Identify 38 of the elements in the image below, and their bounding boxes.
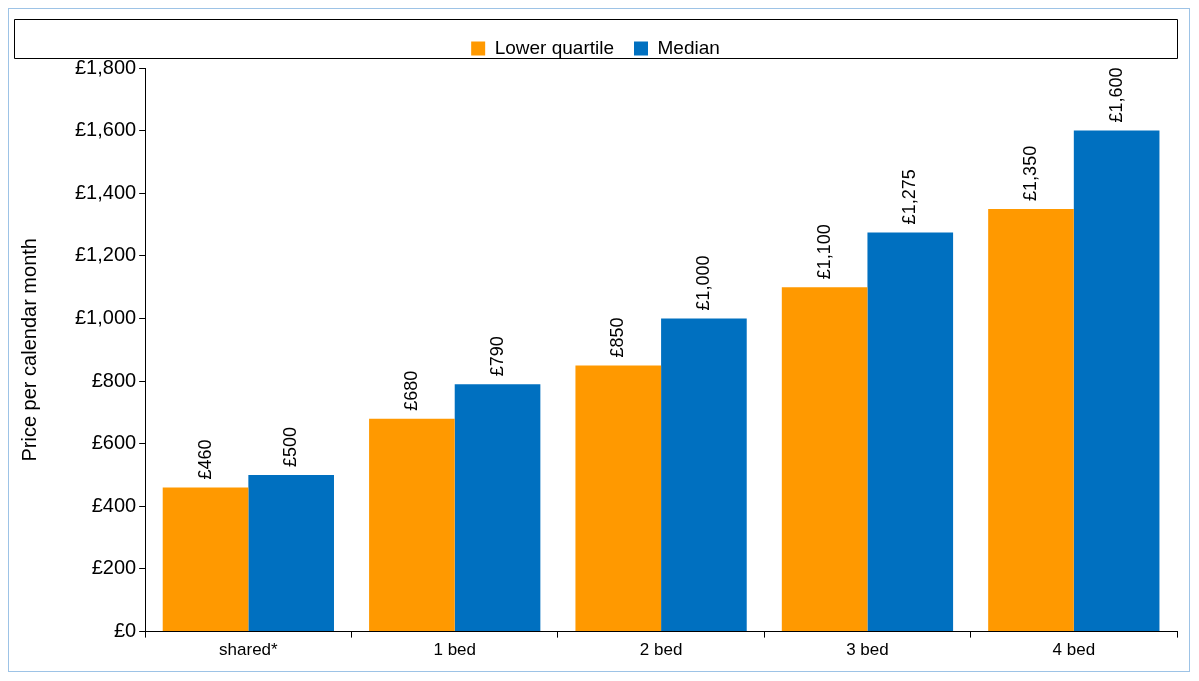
bar <box>454 384 541 632</box>
bar <box>162 487 249 632</box>
y-tick-label: £1,200 <box>75 243 137 266</box>
legend-label: Median <box>657 36 720 58</box>
data-label: £1,350 <box>1019 145 1040 201</box>
bar <box>988 208 1074 632</box>
y-tick-label: £1,800 <box>75 55 137 78</box>
legend-label: Lower quartile <box>494 36 615 58</box>
x-tick-label: 2 bed <box>639 640 683 660</box>
data-label: £500 <box>280 427 301 468</box>
data-label: £850 <box>607 317 628 358</box>
bar <box>248 475 334 632</box>
x-tick-label: 1 bed <box>433 640 476 660</box>
y-tick-label: £800 <box>91 368 137 391</box>
x-tick-label: 4 bed <box>1052 640 1096 660</box>
data-label: £680 <box>400 370 421 411</box>
y-tick-label: £200 <box>91 556 137 579</box>
data-label: £1,600 <box>1105 67 1126 123</box>
bar <box>867 232 954 632</box>
bar <box>575 365 662 632</box>
bar <box>369 418 455 632</box>
y-tick-label: £1,600 <box>75 118 137 141</box>
x-tick-label: 3 bed <box>846 640 889 660</box>
y-axis-title: Price per calendar month <box>17 238 40 462</box>
data-label: £1,100 <box>813 224 834 280</box>
y-tick-label: £400 <box>91 493 137 516</box>
data-label: £1,275 <box>899 169 920 225</box>
data-label: £1,000 <box>692 255 713 311</box>
y-tick-label: £1,400 <box>75 180 137 203</box>
x-tick-label: shared* <box>219 640 279 660</box>
bar <box>661 318 747 632</box>
bar <box>781 287 868 632</box>
data-label: £790 <box>486 336 507 377</box>
data-label: £460 <box>194 439 215 480</box>
y-tick-label: £1,000 <box>75 306 137 328</box>
y-tick-label: £0 <box>113 619 137 642</box>
y-tick-label: £600 <box>91 431 137 454</box>
bar <box>1073 130 1160 632</box>
